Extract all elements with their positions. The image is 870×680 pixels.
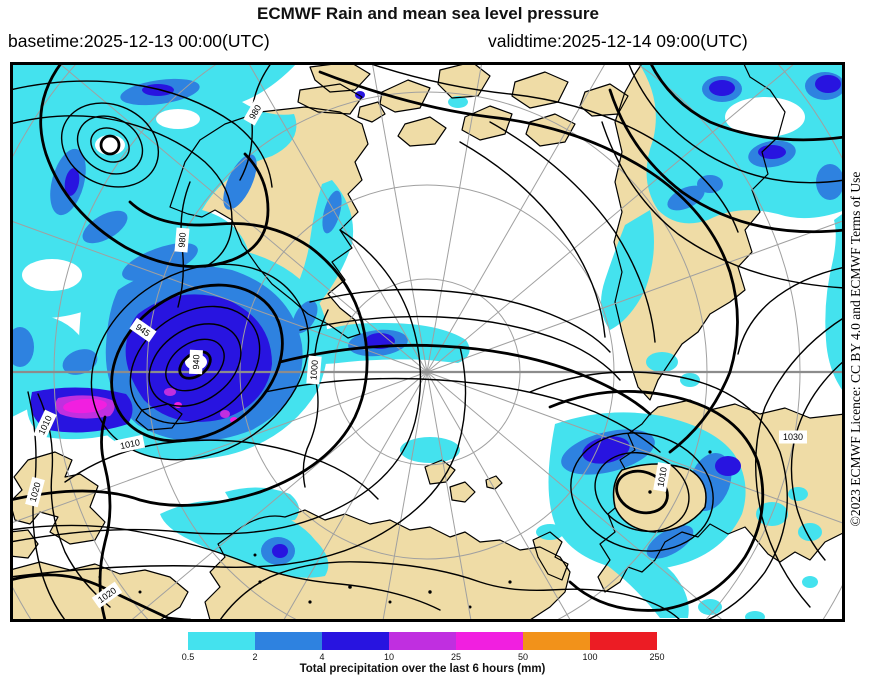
isobar-label: 1010 xyxy=(114,434,146,454)
legend-swatch-4 xyxy=(456,632,523,650)
legend-swatch-5 xyxy=(523,632,590,650)
isobar-label: 1010 xyxy=(653,462,671,492)
page-title: ECMWF Rain and mean sea level pressure xyxy=(256,4,599,23)
map-border xyxy=(10,62,845,622)
legend-tick: 10 xyxy=(383,652,394,662)
isobar-label: 1000 xyxy=(306,355,322,385)
legend-tick: 4 xyxy=(319,652,325,662)
legend-tick: 2 xyxy=(252,652,258,662)
legend-swatch-2 xyxy=(322,632,389,650)
legend-tick: 0.5 xyxy=(181,652,195,662)
copyright-notice: ©2023 ECMWF Licence: CC BY 4.0 and ECMWF… xyxy=(848,171,863,527)
legend-tick: 50 xyxy=(517,652,528,662)
svg-text:1000: 1000 xyxy=(308,360,320,381)
isobar-label: 1020 xyxy=(25,476,45,508)
legend-swatch-1 xyxy=(255,632,322,650)
legend-tick: 100 xyxy=(582,652,598,662)
svg-text:1010: 1010 xyxy=(119,437,141,451)
weather-map: 980 980 945 940 1000 1010 xyxy=(10,62,845,622)
basetime-label: basetime:2025-12-13 00:00(UTC) xyxy=(8,31,270,51)
legend-swatch-0 xyxy=(188,632,255,650)
legend-swatch-6 xyxy=(590,632,657,650)
isobar-label: 940 xyxy=(189,349,203,375)
legend-tick: 25 xyxy=(450,652,461,662)
map-canvas: 980 980 945 940 1000 1010 xyxy=(10,62,845,622)
isobar-label: 980 xyxy=(174,227,190,253)
svg-text:1030: 1030 xyxy=(783,432,803,442)
svg-text:940: 940 xyxy=(191,354,202,369)
isobar-label: 945 xyxy=(129,317,157,343)
isobar-layer xyxy=(10,62,845,622)
svg-text:1010: 1010 xyxy=(656,466,669,487)
legend-tick: 250 xyxy=(649,652,665,662)
isobar-label: 980 xyxy=(243,98,267,126)
legend-swatch-3 xyxy=(389,632,456,650)
isobar-label-layer: 980 980 945 940 1000 1010 xyxy=(25,98,807,609)
coastline-layer xyxy=(10,62,845,621)
validtime-label: validtime:2025-12-14 09:00(UTC) xyxy=(488,31,748,51)
precipitation-legend: 0.5 2 4 10 25 50 100 250 Total precipita… xyxy=(0,626,870,680)
svg-text:980: 980 xyxy=(177,232,188,248)
legend-caption: Total precipitation over the last 6 hour… xyxy=(299,663,546,675)
isobar-label: 1030 xyxy=(779,430,807,444)
